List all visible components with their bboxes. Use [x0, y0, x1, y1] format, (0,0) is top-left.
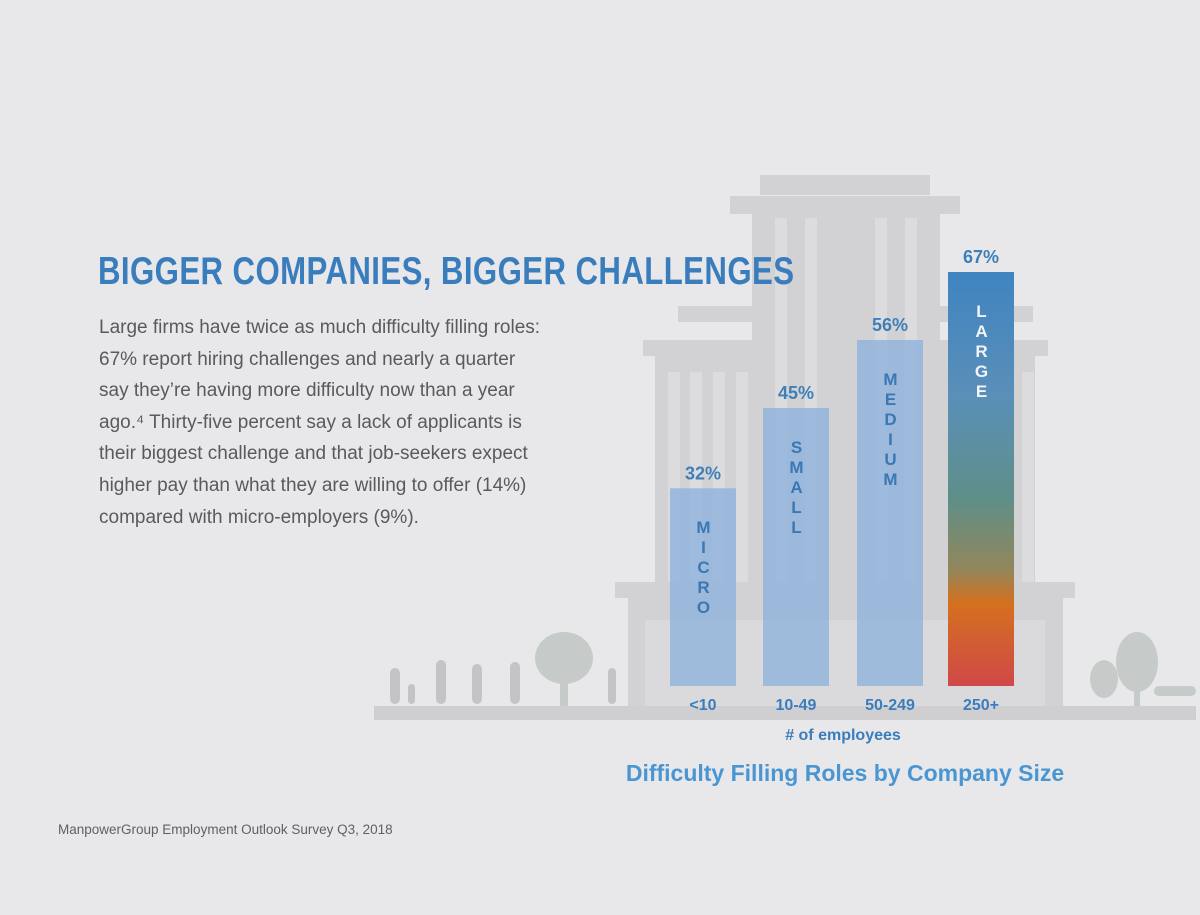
x-tick-label: 10-49 — [776, 697, 817, 714]
size-label-medium: MEDIUM — [881, 369, 900, 490]
headline: BIGGER COMPANIES, BIGGER CHALLENGES — [98, 250, 795, 293]
value-label: 45% — [778, 383, 814, 403]
value-label: 67% — [963, 247, 999, 267]
size-label-small: SMALL — [787, 437, 806, 538]
body-line: ago.⁴ Thirty-five percent say a lack of … — [99, 411, 522, 433]
body-line: 67% report hiring challenges and nearly … — [99, 348, 516, 370]
size-label-large: LARGE — [972, 302, 991, 402]
chart-title: Difficulty Filling Roles by Company Size — [626, 760, 1064, 786]
x-axis-label: # of employees — [785, 727, 901, 744]
bar-small — [763, 407, 829, 686]
bar-large — [948, 272, 1014, 686]
bar-micro — [670, 488, 736, 686]
body-line: say they’re having more difficulty now t… — [99, 380, 515, 402]
body-line: their biggest challenge and that job-see… — [99, 443, 528, 465]
size-label-micro: MICRO — [694, 518, 713, 619]
x-tick-label: <10 — [689, 697, 716, 714]
body-line: Large firms have twice as much difficult… — [99, 317, 541, 338]
value-label: 32% — [685, 463, 721, 483]
x-tick-label: 250+ — [963, 697, 999, 714]
body-line: compared with micro-employers (9%). — [99, 506, 419, 528]
value-label: 56% — [872, 315, 908, 335]
body-paragraph: Large firms have twice as much difficult… — [99, 312, 540, 533]
ground-line — [374, 706, 1196, 720]
source-citation: ManpowerGroup Employment Outlook Survey … — [58, 822, 393, 837]
body-line: higher pay than what they are willing to… — [99, 474, 527, 496]
bar-medium — [857, 339, 923, 686]
x-tick-label: 50-249 — [865, 697, 915, 714]
